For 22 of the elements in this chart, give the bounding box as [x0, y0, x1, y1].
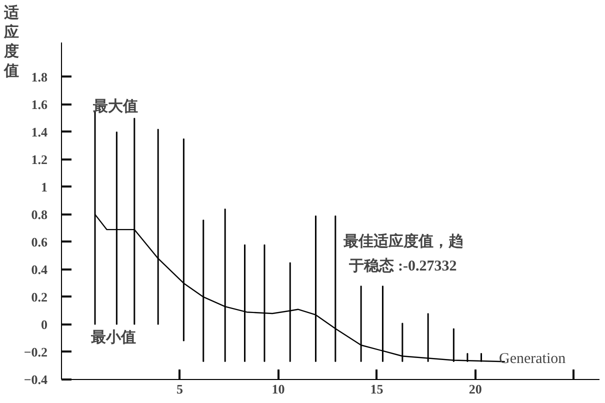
y-tick-label: −0.4	[24, 372, 48, 387]
y-tick-label: −0.2	[24, 344, 48, 360]
x-tick-label: 20	[468, 382, 482, 396]
annotation: 于稳态 :-0.27332	[348, 258, 457, 275]
y-tick-label: 0.6	[31, 234, 48, 250]
y-tick-label: 1.6	[31, 96, 48, 112]
y-tick-label: 1	[41, 179, 48, 194]
x-axis-title: Generation	[498, 350, 566, 367]
annotation: 最佳适应度值，趋	[342, 232, 464, 250]
x-tick-label: 5	[176, 382, 184, 396]
y-tick-label: 0.4	[31, 262, 48, 277]
y-tick-label: 0.8	[31, 206, 48, 222]
annotation: 最大值	[92, 98, 138, 116]
x-tick-label: 15	[370, 382, 384, 396]
y-tick-label: 0.2	[31, 289, 48, 304]
y-axis-title: 适应度值	[2, 4, 20, 80]
y-tick-label: 1.8	[31, 69, 48, 84]
x-tick-label: 10	[272, 382, 285, 396]
annotation: 最小值	[90, 329, 136, 346]
y-tick-label: 1.4	[31, 124, 48, 140]
y-tick-label: 0	[41, 316, 48, 332]
y-tick-label: 1.2	[31, 152, 48, 167]
